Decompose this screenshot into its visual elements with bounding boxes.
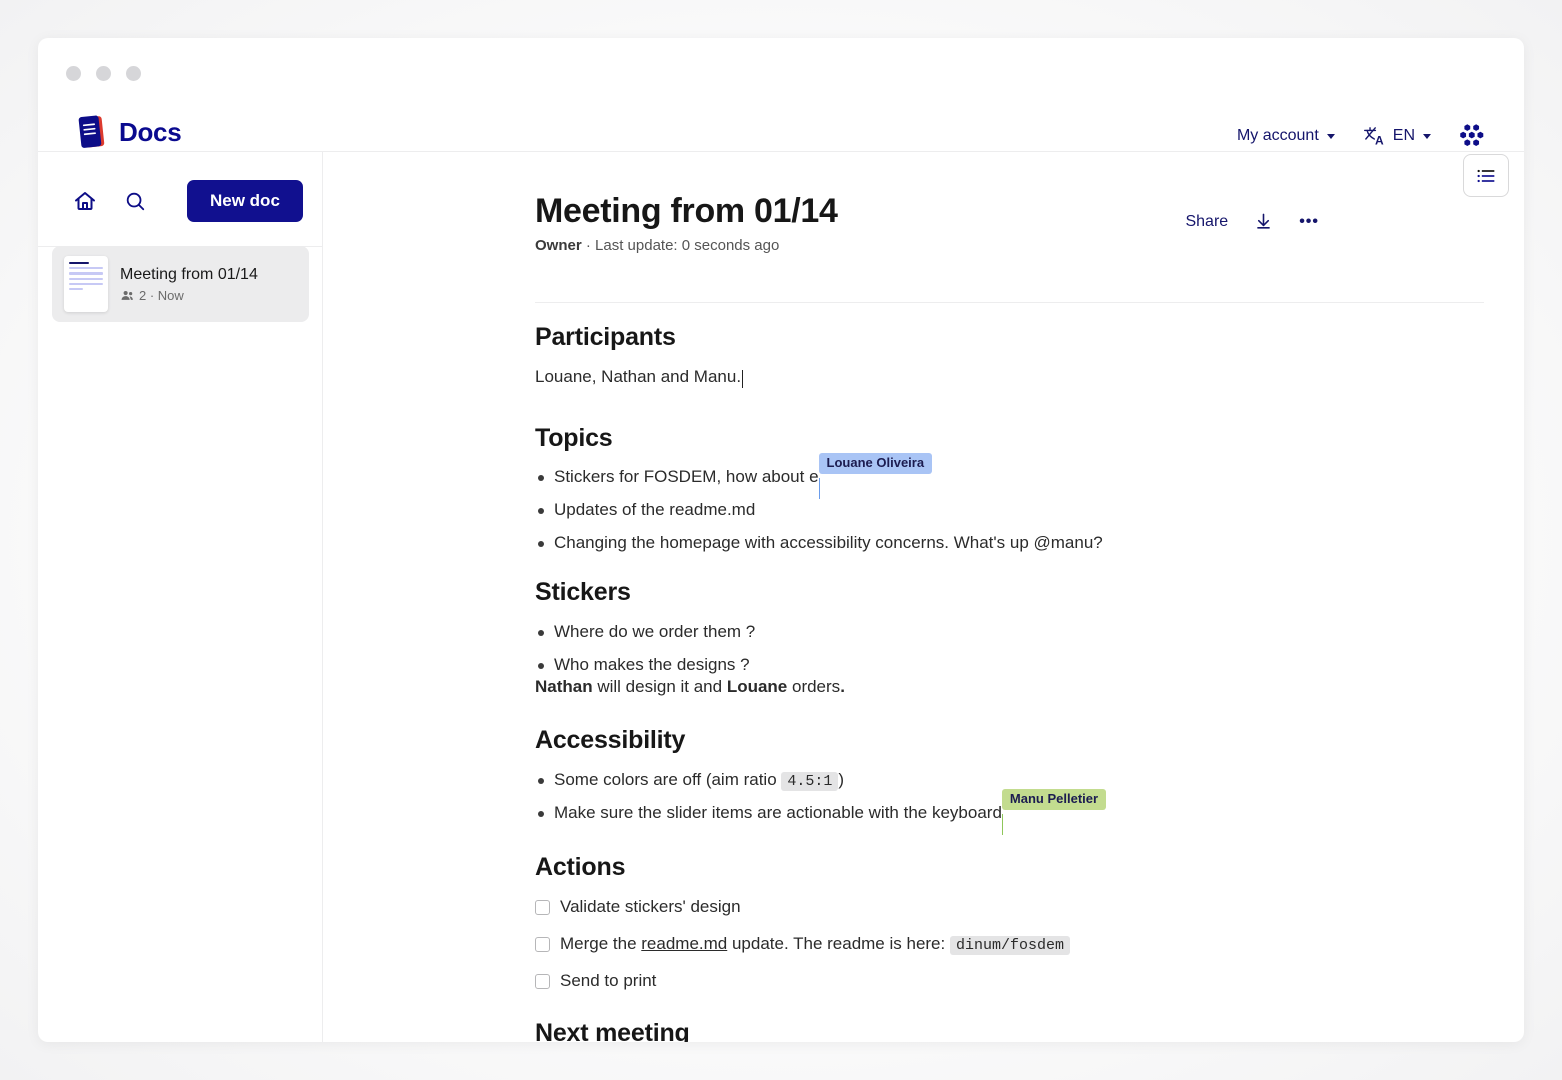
svg-text:A: A	[1375, 133, 1384, 146]
